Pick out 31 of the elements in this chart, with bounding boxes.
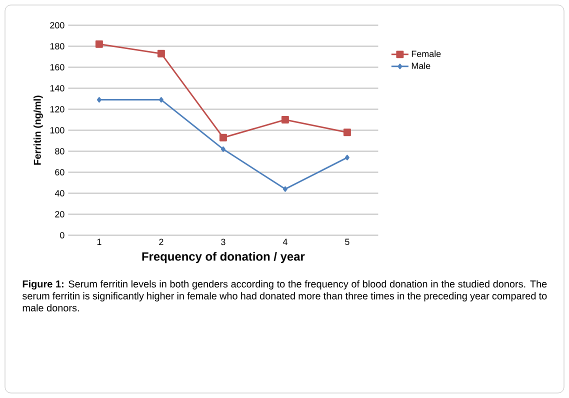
point: [282, 186, 288, 192]
point: [219, 134, 227, 142]
y-tick-label: 20: [55, 211, 64, 218]
y-tick-label: 160: [50, 64, 64, 70]
y-tick-label: 200: [50, 22, 64, 28]
point: [344, 154, 350, 160]
text: Figure 1: Serum ferritin levels in both genders according to the frequency of blood donation in the studied donors. The serum ferritin is significantly higher in female who had donated more than three times in the preceding year compared to male donors.: [22, 280, 547, 312]
legend-label: Male: [412, 62, 430, 70]
point: [96, 97, 102, 103]
point: [220, 146, 226, 152]
x-tick-label: 4: [282, 238, 288, 245]
legend-label: Female: [412, 50, 441, 58]
x-tick-label: 2: [159, 238, 164, 246]
x-tick-label: 1: [97, 238, 102, 245]
y-tick-label: 60: [55, 169, 64, 176]
x-axis-title: Frequency of donation / year: [142, 252, 305, 264]
point: [158, 97, 164, 103]
point: [281, 116, 289, 124]
point: [95, 40, 103, 48]
y-tick-label: 40: [54, 190, 64, 196]
point: [343, 128, 351, 136]
y-tick-label: 0: [60, 232, 64, 238]
y-tick-label: 80: [55, 148, 64, 154]
y-axis-title: Ferritin (ng/ml): [34, 96, 43, 165]
x-tick-label: 5: [345, 238, 350, 246]
y-tick-label: 120: [50, 106, 64, 112]
y-tick-label: 140: [50, 85, 64, 92]
point: [157, 50, 165, 58]
y-tick-label: 100: [50, 127, 64, 134]
y-tick-label: 180: [50, 43, 64, 50]
x-tick-label: 3: [221, 238, 226, 246]
